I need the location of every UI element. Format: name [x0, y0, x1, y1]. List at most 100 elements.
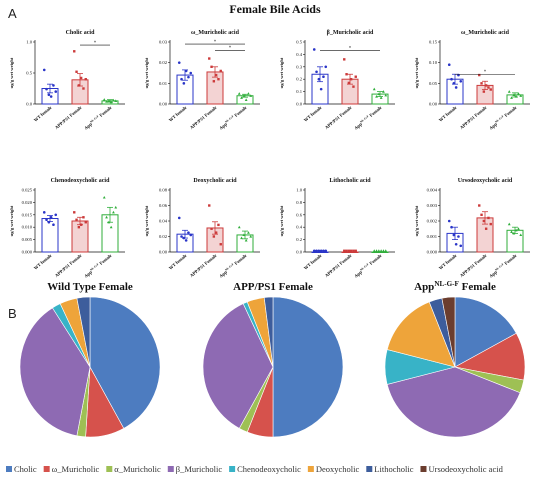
data-point — [47, 93, 51, 96]
data-point — [345, 73, 348, 76]
data-point — [447, 63, 451, 67]
pie-slice — [272, 296, 344, 438]
data-point — [345, 249, 348, 252]
data-point — [45, 218, 48, 222]
chart-title: Cholic acid — [66, 30, 95, 36]
data-point — [240, 96, 243, 99]
data-point — [105, 100, 108, 103]
x-category-label: APP/PS1 Female — [189, 105, 218, 130]
x-category-label: APP/PS1 Female — [54, 105, 83, 130]
bar-chart-3: β_Muricholic acid 0.0 0.1 0.2 0.3 0.4 0.5 ug/g … — [279, 30, 395, 131]
data-point — [459, 79, 463, 83]
y-tick-label: 0.002 — [427, 219, 438, 224]
pie-title: AppNL-G-F Female — [414, 280, 496, 293]
legend-swatch — [106, 466, 113, 472]
y-axis-label: ug/g wet weight — [279, 57, 284, 88]
pie-title: Wild Type Female — [47, 281, 133, 293]
legend-label: Lithocholic — [374, 464, 413, 474]
data-point — [247, 231, 250, 234]
data-point — [84, 78, 87, 81]
y-tick-label: 0.00 — [429, 102, 438, 107]
x-category-label: WT female — [33, 105, 53, 123]
data-point — [349, 78, 353, 81]
pie-chart-2: APP/PS1 Female — [202, 281, 344, 438]
legend-swatch — [307, 466, 314, 472]
bar — [41, 218, 59, 253]
pie-chart-3: AppNL-G-F Female — [384, 280, 526, 438]
data-point — [352, 249, 355, 252]
pie-slice — [263, 296, 274, 368]
y-tick-label: 0.2 — [296, 237, 302, 242]
pie-slice — [386, 366, 521, 438]
panel-label-a: A — [8, 6, 17, 21]
data-point — [354, 75, 357, 78]
legend-item: Cholic — [6, 464, 37, 474]
y-tick-label: 0.08 — [159, 188, 168, 193]
data-point — [249, 235, 253, 238]
data-point — [487, 216, 490, 220]
data-point — [54, 90, 58, 93]
pie-slice — [386, 301, 456, 368]
pie-title: APP/PS1 Female — [233, 281, 313, 293]
data-point — [482, 219, 486, 223]
y-tick-label: 1.0 — [296, 188, 302, 193]
y-axis-label: ug/g wet weight — [144, 205, 149, 236]
x-category-label: WT female — [168, 105, 188, 123]
data-point — [319, 249, 323, 253]
y-tick-label: 0.06 — [159, 203, 168, 208]
data-point — [349, 249, 353, 252]
y-tick-label: 0.4 — [296, 225, 302, 230]
data-point — [315, 70, 318, 74]
x-category-label: APP/PS1 Female — [54, 253, 83, 278]
data-point — [384, 93, 388, 97]
data-point — [478, 204, 481, 207]
x-category-label: WT female — [303, 105, 323, 123]
y-tick-label: 0.5 — [296, 40, 302, 45]
x-category-label: WT female — [438, 253, 458, 271]
data-point — [237, 225, 241, 229]
x-category-label: WT female — [33, 253, 53, 271]
legend-item: Chenodeoxycholic — [229, 464, 301, 474]
data-point — [487, 86, 490, 89]
data-point — [184, 69, 188, 73]
data-point — [47, 220, 51, 224]
data-point — [512, 93, 516, 97]
data-point — [114, 99, 118, 102]
data-point — [382, 249, 385, 252]
data-point — [343, 249, 346, 252]
data-point — [49, 215, 53, 219]
data-point — [208, 204, 211, 207]
y-tick-label: 0.03 — [159, 40, 168, 45]
data-point — [379, 96, 383, 99]
data-point — [107, 99, 111, 102]
data-point — [244, 98, 248, 101]
significance-star: * — [229, 45, 231, 51]
data-point — [249, 94, 253, 97]
data-point — [482, 90, 486, 93]
data-point — [242, 233, 246, 237]
y-tick-label: 0.010 — [22, 225, 33, 230]
data-point — [347, 249, 351, 252]
x-category-label: APP/PS1 Female — [324, 253, 353, 278]
data-point — [459, 244, 463, 248]
data-point — [109, 100, 113, 104]
data-point — [484, 84, 488, 87]
data-point — [312, 249, 316, 253]
y-tick-label: 0.00 — [159, 250, 168, 255]
data-point — [478, 73, 481, 77]
data-point — [73, 211, 76, 214]
y-tick-label: 0.004 — [427, 188, 438, 193]
data-point — [372, 87, 376, 91]
x-category-label: APP/PS1 Female — [324, 105, 353, 130]
data-point — [184, 239, 188, 242]
data-point — [319, 87, 323, 91]
pie-chart-1: Wild Type Female — [19, 281, 161, 438]
data-point — [489, 88, 492, 91]
y-axis-label: ug/g wet weight — [144, 57, 149, 88]
data-point — [375, 249, 378, 252]
y-tick-label: 0.15 — [429, 40, 438, 45]
data-point — [343, 58, 346, 61]
legend-item: Deoxycholic — [307, 464, 360, 474]
chart-title: Chenodeoxycholic acid — [51, 178, 110, 184]
